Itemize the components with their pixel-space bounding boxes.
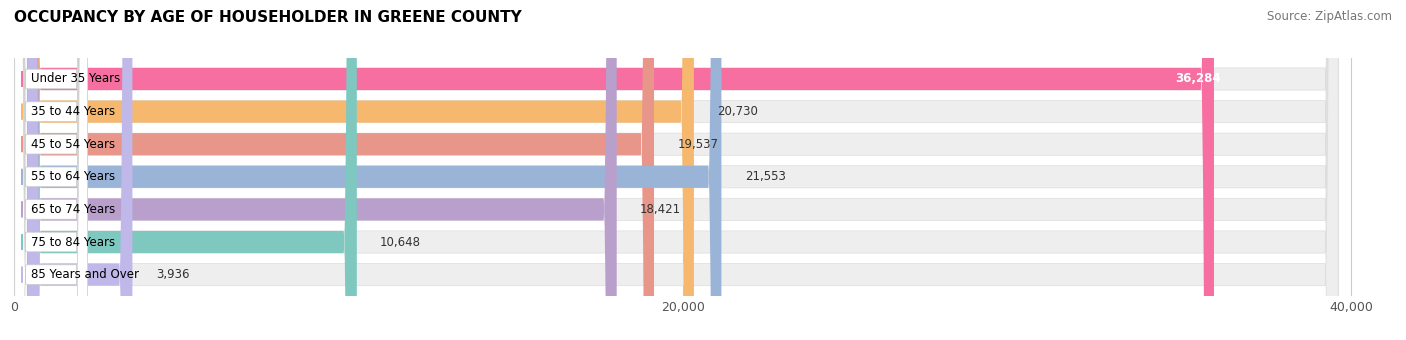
Text: 65 to 74 Years: 65 to 74 Years [31,203,115,216]
FancyBboxPatch shape [14,0,87,340]
FancyBboxPatch shape [27,0,654,340]
FancyBboxPatch shape [14,0,87,340]
FancyBboxPatch shape [27,0,357,340]
Text: 85 Years and Over: 85 Years and Over [31,268,139,281]
FancyBboxPatch shape [27,0,1339,340]
FancyBboxPatch shape [27,0,1339,340]
FancyBboxPatch shape [27,0,1339,340]
Text: 21,553: 21,553 [745,170,786,183]
Text: 18,421: 18,421 [640,203,681,216]
FancyBboxPatch shape [27,0,1339,340]
Text: 20,730: 20,730 [717,105,758,118]
Text: Under 35 Years: Under 35 Years [31,72,121,85]
FancyBboxPatch shape [27,0,1339,340]
FancyBboxPatch shape [27,0,1339,340]
Text: 36,284: 36,284 [1175,72,1220,85]
FancyBboxPatch shape [27,0,1213,340]
FancyBboxPatch shape [27,0,1339,340]
Text: 55 to 64 Years: 55 to 64 Years [31,170,115,183]
Text: 19,537: 19,537 [678,138,718,151]
Text: 35 to 44 Years: 35 to 44 Years [31,105,115,118]
Text: 3,936: 3,936 [156,268,190,281]
FancyBboxPatch shape [27,0,695,340]
FancyBboxPatch shape [27,0,721,340]
FancyBboxPatch shape [27,0,617,340]
Text: OCCUPANCY BY AGE OF HOUSEHOLDER IN GREENE COUNTY: OCCUPANCY BY AGE OF HOUSEHOLDER IN GREEN… [14,10,522,25]
FancyBboxPatch shape [14,0,87,340]
FancyBboxPatch shape [27,0,132,340]
FancyBboxPatch shape [14,0,87,340]
FancyBboxPatch shape [14,0,87,340]
Text: 45 to 54 Years: 45 to 54 Years [31,138,115,151]
Text: Source: ZipAtlas.com: Source: ZipAtlas.com [1267,10,1392,23]
Text: 75 to 84 Years: 75 to 84 Years [31,236,115,249]
FancyBboxPatch shape [14,0,87,340]
FancyBboxPatch shape [14,0,87,340]
Text: 10,648: 10,648 [380,236,422,249]
